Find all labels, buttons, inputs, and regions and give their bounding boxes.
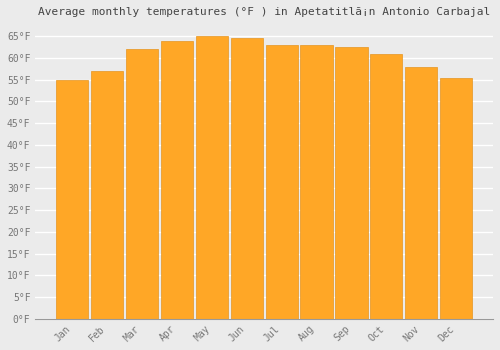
Bar [161, 41, 193, 319]
Bar [266, 45, 298, 318]
Bar [126, 49, 158, 318]
Title: Average monthly temperatures (°F ) in Apetatitlã¡n Antonio Carbajal: Average monthly temperatures (°F ) in Ap… [38, 7, 490, 17]
Bar [91, 71, 123, 318]
Bar [56, 80, 88, 318]
Bar [370, 54, 402, 318]
Bar [405, 67, 438, 318]
Bar [440, 78, 472, 318]
Bar [336, 47, 368, 318]
Bar [300, 45, 332, 318]
Bar [230, 38, 263, 318]
Bar [196, 36, 228, 318]
